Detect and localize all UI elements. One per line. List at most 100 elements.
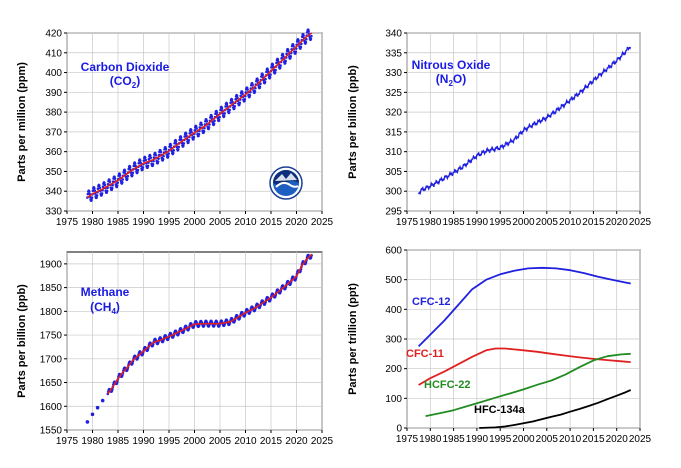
y-tick-label: 410 [45,48,62,59]
data-point-co2 [263,80,267,84]
series-group-co2 [86,28,313,202]
y-tick-label: 1600 [40,402,63,413]
data-point-co2 [273,71,277,74]
data-point-co2 [103,181,106,185]
x-tick-label: 2010 [559,217,582,228]
y-tick-label: 200 [385,364,402,375]
data-point-co2 [188,132,192,135]
x-tick-label: 1975 [396,434,419,445]
data-point-co2 [299,45,303,49]
data-point-co2 [182,142,186,145]
x-tick-label: 2025 [629,434,652,445]
y-tick-label: 1750 [40,331,63,342]
data-point-co2 [215,111,219,114]
data-point-co2 [172,148,175,152]
series-line-co2-trend [86,32,313,199]
y-tick-label: 400 [385,305,402,316]
data-point-co2 [87,190,91,193]
data-point-co2 [213,119,216,123]
data-point-co2 [259,82,262,86]
data-point-co2 [171,151,175,155]
data-point-ch4 [100,398,105,403]
data-point-co2 [258,85,262,88]
x-tick-label: 2020 [285,217,308,228]
x-tick-label: 1980 [419,217,442,228]
x-tick-label: 2020 [606,217,629,228]
x-tick-label: 2015 [582,434,605,445]
data-point-co2 [128,165,132,169]
data-point-co2 [193,128,197,132]
y-tick-label: 350 [45,167,62,178]
data-point-co2 [225,102,229,106]
y-tick-label: 1850 [40,283,63,294]
y-tick-label: 100 [385,394,402,405]
data-point-co2 [133,162,137,165]
x-tick-label: 2015 [260,217,283,228]
data-point-co2 [302,34,305,37]
y-tick-label: 305 [385,167,402,178]
x-tick-label: 2025 [311,217,334,228]
series-group-ch4 [85,253,313,424]
data-point-co2 [190,130,193,134]
data-point-co2 [103,183,107,187]
x-tick-label: 1975 [56,217,79,228]
data-point-co2 [243,98,247,101]
data-point-co2 [136,168,140,172]
data-point-co2 [149,156,153,160]
x-tick-label: 2020 [285,436,308,447]
data-point-co2 [235,94,239,98]
panel-ch4: 1550 1600 1650 1700 1750 1800 1850 1900 1975 1980… [16,251,334,447]
data-point-co2 [177,145,181,149]
data-point-co2 [284,59,287,63]
data-point-ch4 [90,412,95,417]
data-point-co2 [274,68,277,72]
series-line-cfc-12 [417,266,631,348]
data-point-co2 [136,171,139,174]
series-line-ch4-trend [107,253,313,395]
data-point-co2 [123,169,127,173]
data-point-co2 [200,123,203,127]
data-point-co2 [110,186,114,190]
y-tick-label: 390 [45,88,62,99]
annotation-co2-line2: (CO2) [110,74,140,90]
data-point-co2 [246,88,249,91]
data-point-co2 [233,104,237,108]
data-point-co2 [269,73,272,76]
annotation-ch4-line1: Methane [81,285,130,299]
x-tick-label: 2015 [260,436,283,447]
data-point-co2 [100,192,104,195]
y-tick-label: 315 [385,127,402,138]
data-point-co2 [116,181,119,185]
y-tick-label: 330 [385,68,402,79]
data-point-co2 [288,57,292,60]
ylabel-ch4: Parts per billion (ppb) [16,284,28,398]
data-point-co2 [105,189,109,193]
x-tick-label: 2005 [209,436,232,447]
data-point-co2 [212,122,216,125]
data-point-ch4 [85,420,90,424]
y-tick-label: 600 [385,246,402,257]
data-point-co2 [192,137,195,141]
data-point-co2 [90,198,93,202]
x-tick-label: 1990 [466,217,489,228]
data-point-co2 [195,127,198,130]
y-tick-label: 340 [385,29,402,40]
data-point-co2 [307,29,310,33]
data-point-co2 [98,184,101,187]
data-point-co2 [115,184,119,187]
series-label-hcfc-22: HCFC-22 [424,379,470,391]
data-point-co2 [297,39,300,43]
series-line-n2o [418,46,632,196]
x-tick-label: 1990 [466,434,489,445]
data-point-ch4 [95,405,100,410]
data-point-co2 [223,112,226,115]
x-tick-label: 2025 [311,436,334,447]
y-tick-label: 330 [45,207,62,218]
data-point-co2 [166,155,170,158]
data-point-co2 [224,105,227,108]
x-tick-label: 2015 [582,217,605,228]
y-tick-label: 360 [45,147,62,158]
